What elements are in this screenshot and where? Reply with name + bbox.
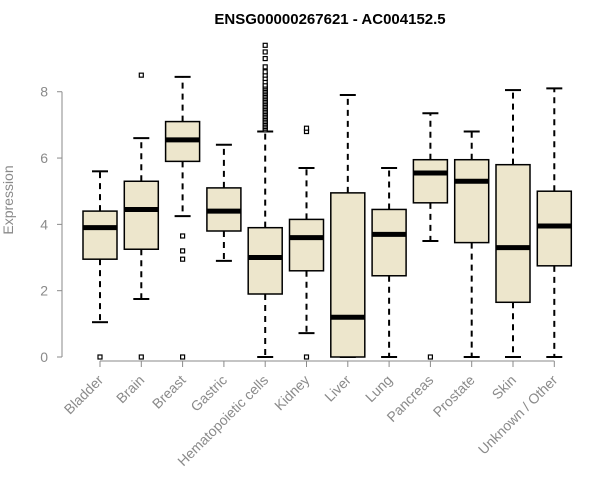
iqr-box — [123, 180, 160, 250]
x-tick-label: Prostate — [430, 372, 478, 420]
box-unknown-other — [536, 87, 573, 358]
outlier-point — [138, 72, 144, 78]
x-tick-label: Liver — [321, 372, 354, 405]
x-tick-label: Lung — [362, 372, 395, 405]
y-tick-label: 6 — [40, 150, 48, 166]
iqr-box — [412, 158, 449, 204]
outlier-point — [303, 125, 310, 131]
iqr-box — [495, 163, 531, 304]
y-axis-label: Expression — [0, 165, 16, 234]
box-liver — [330, 94, 366, 358]
box-pancreas — [412, 112, 449, 360]
outlier-point — [427, 354, 433, 360]
iqr-box — [247, 226, 283, 295]
box-prostate — [453, 130, 490, 358]
y-tick-label: 2 — [40, 283, 48, 299]
y-tick-label: 0 — [40, 349, 48, 365]
outlier-point — [262, 49, 268, 55]
box-brain — [123, 72, 160, 360]
box-hematopoietic-cells — [247, 42, 283, 358]
outlier-point — [303, 354, 310, 360]
boxes-group — [82, 42, 573, 360]
outlier-point — [262, 69, 268, 75]
iqr-box — [288, 218, 325, 272]
outlier-point — [180, 248, 186, 254]
y-axis: 0 2 4 6 8 — [40, 84, 63, 365]
outlier-point — [180, 354, 186, 360]
box-kidney — [288, 125, 325, 360]
outlier-point — [262, 64, 268, 70]
x-tick-label: Brain — [113, 372, 147, 406]
outlier-point — [180, 256, 186, 262]
iqr-box — [371, 208, 407, 277]
box-skin — [495, 89, 531, 358]
y-tick-label: 8 — [40, 84, 48, 100]
iqr-box — [453, 158, 490, 244]
x-tick-label: Bladder — [61, 372, 107, 418]
x-tick-label: Breast — [149, 372, 189, 412]
x-tick-label: Skin — [489, 372, 520, 403]
box-bladder — [82, 170, 118, 360]
box-lung — [371, 167, 407, 358]
iqr-box — [330, 192, 366, 358]
y-tick-label: 4 — [40, 216, 48, 232]
box-breast — [164, 75, 201, 360]
box-gastric — [206, 143, 242, 262]
iqr-box — [82, 210, 118, 260]
outlier-point — [180, 233, 186, 239]
chart-title: ENSG00000267621 - AC004152.5 — [214, 11, 445, 28]
x-tick-label: Kidney — [271, 372, 313, 414]
outlier-point — [262, 42, 268, 48]
outlier-point — [262, 55, 268, 62]
outlier-point — [97, 354, 103, 360]
outlier-point — [138, 354, 144, 360]
